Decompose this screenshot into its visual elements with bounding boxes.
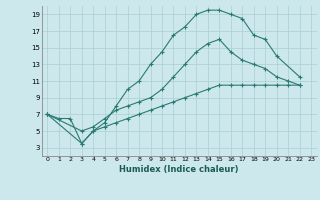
X-axis label: Humidex (Indice chaleur): Humidex (Indice chaleur): [119, 165, 239, 174]
